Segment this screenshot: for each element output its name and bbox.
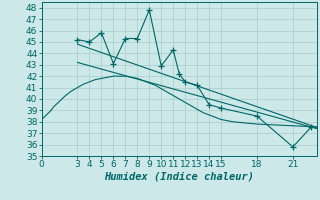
X-axis label: Humidex (Indice chaleur): Humidex (Indice chaleur) <box>104 172 254 182</box>
